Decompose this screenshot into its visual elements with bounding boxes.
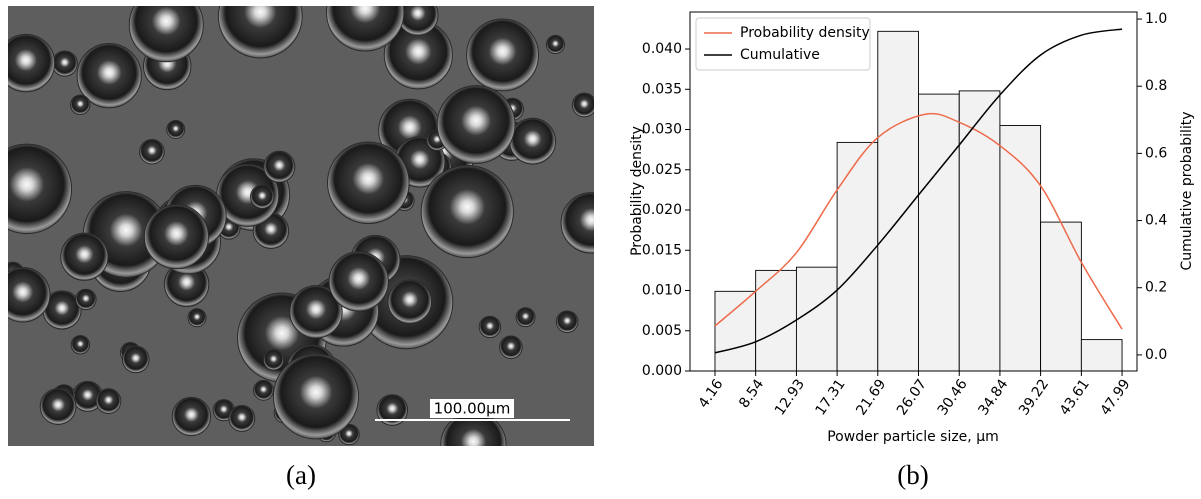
x-tick-label: 39.22	[1016, 376, 1052, 418]
x-tick-label: 4.16	[696, 376, 727, 411]
particle	[289, 285, 343, 339]
y-tick-label: 0.000	[642, 363, 682, 379]
particle	[253, 379, 274, 401]
particle	[376, 394, 409, 426]
histogram-bar	[1040, 221, 1082, 372]
legend-label: Cumulative	[740, 47, 820, 63]
x-tick-label: 17.31	[813, 376, 849, 418]
particle	[171, 396, 212, 437]
y2-tick-label: 0.8	[1145, 78, 1167, 94]
y2-tick-label: 0.0	[1145, 347, 1167, 363]
particle	[327, 141, 410, 225]
scale-bar-label: 100.00µm	[434, 400, 511, 418]
y-tick-label: 0.025	[642, 162, 682, 178]
particle	[328, 251, 389, 312]
y-axis-label: Probability density	[629, 126, 645, 256]
histogram-bar	[755, 269, 797, 372]
particle	[8, 143, 73, 235]
series-line	[714, 28, 1123, 354]
particle	[128, 6, 204, 63]
y-tick-label: 0.005	[642, 323, 682, 339]
particle	[515, 307, 536, 328]
particle	[166, 119, 186, 139]
histogram-bar	[795, 266, 838, 372]
histogram-bar	[1080, 339, 1123, 372]
particle	[560, 192, 594, 254]
y2-tick-label: 0.4	[1145, 213, 1167, 229]
particle	[250, 184, 275, 209]
particle	[466, 18, 540, 92]
y2-tick-label: 0.2	[1145, 280, 1167, 296]
particle	[228, 405, 256, 432]
scale-bar-box	[430, 399, 514, 418]
particle	[121, 345, 150, 374]
histogram-bar	[877, 30, 919, 372]
particle	[95, 388, 122, 414]
particle	[387, 279, 433, 324]
y-tick-label: 0.010	[642, 283, 682, 299]
x-axis-label: Powder particle size, µm	[827, 429, 999, 445]
histogram-bar	[714, 290, 757, 372]
particle	[440, 411, 507, 446]
y2-axis-label: Cumulative probability	[1179, 111, 1195, 270]
series-line	[714, 112, 1123, 330]
histogram-bar	[836, 141, 879, 372]
x-tick-label: 43.61	[1057, 376, 1093, 418]
particle	[262, 349, 285, 371]
particle	[545, 34, 566, 55]
particle	[70, 94, 91, 115]
particle	[143, 204, 209, 270]
particle	[187, 308, 207, 328]
particle	[51, 50, 78, 77]
particle	[272, 353, 360, 440]
micrograph	[8, 6, 594, 446]
y-tick-label: 0.020	[642, 202, 682, 218]
y2-tick-label: 0.6	[1145, 145, 1167, 161]
particle	[75, 288, 97, 311]
plot-frame	[689, 11, 1138, 372]
particle	[139, 138, 165, 165]
y-tick-label: 0.035	[642, 81, 682, 97]
particle	[499, 335, 523, 360]
particle	[326, 6, 405, 52]
particle	[8, 33, 56, 93]
particle	[217, 6, 303, 59]
particle	[571, 92, 594, 118]
x-tick-label: 21.69	[853, 376, 889, 418]
x-tick-label: 26.07	[894, 376, 930, 418]
y-tick-label: 0.040	[642, 41, 682, 57]
particle	[436, 85, 516, 164]
x-tick-label: 8.54	[736, 376, 767, 411]
x-tick-label: 47.99	[1097, 376, 1133, 418]
histogram-bar	[999, 125, 1042, 372]
y2-tick-label: 1.0	[1145, 11, 1167, 27]
particle	[478, 315, 502, 339]
particle	[338, 423, 360, 446]
particle	[420, 164, 514, 259]
particle	[39, 388, 77, 425]
x-tick-label: 34.84	[975, 376, 1011, 418]
y-tick-label: 0.015	[642, 242, 682, 258]
particle	[8, 267, 51, 323]
histogram-bar	[918, 93, 960, 372]
caption: (a)	[286, 460, 316, 490]
particle	[76, 43, 142, 109]
x-tick-label: 12.93	[772, 376, 808, 418]
particle	[70, 335, 91, 355]
x-tick-label: 30.46	[935, 376, 971, 418]
legend-label: Probability density	[740, 25, 870, 41]
particle	[509, 117, 557, 165]
particle	[60, 232, 109, 281]
y-tick-label: 0.030	[642, 122, 682, 138]
caption: (b)	[897, 460, 928, 490]
particle	[263, 150, 296, 183]
legend-box	[695, 17, 871, 71]
particle	[555, 310, 579, 334]
